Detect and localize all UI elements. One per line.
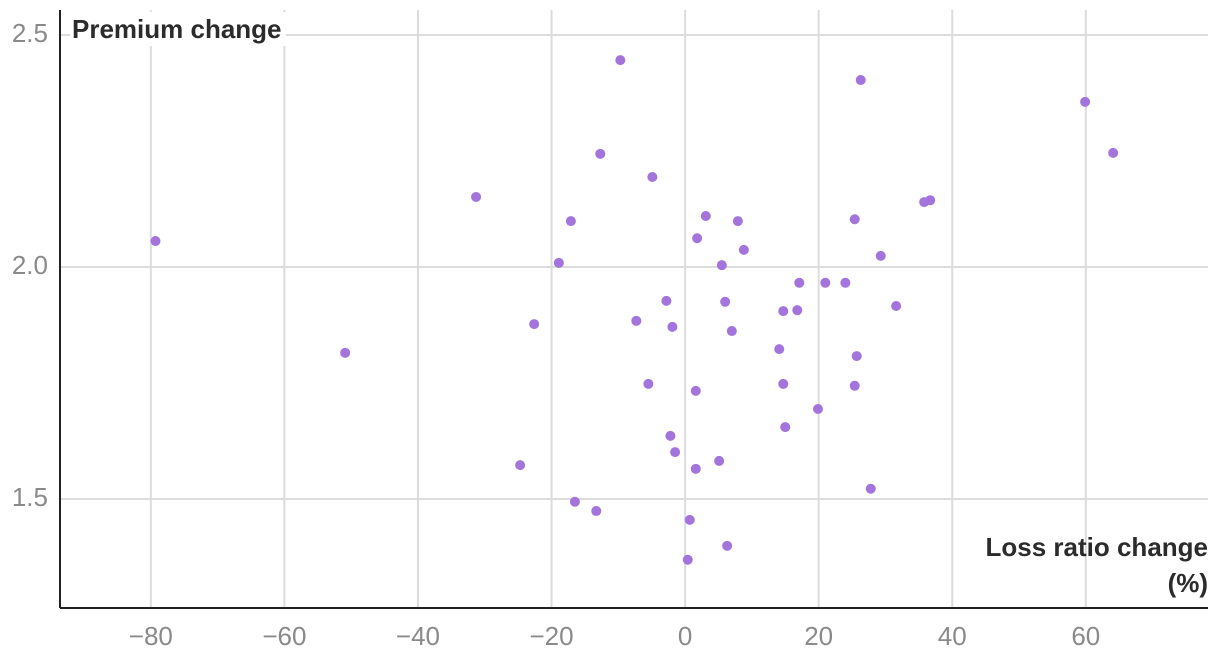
point [647,172,658,183]
point [875,250,886,261]
point [716,260,727,271]
point [1108,147,1119,158]
point [569,496,580,507]
point [615,55,626,66]
x-axis-label: Loss ratio change [986,532,1209,562]
point [670,447,681,458]
point [690,385,701,396]
x-tick-label: −80 [129,621,173,651]
point [812,403,823,414]
point [840,277,851,288]
point [891,300,902,311]
point [700,210,711,221]
point [515,460,526,471]
y-tick-label: 2.0 [12,250,48,280]
point [471,191,482,202]
point [778,378,789,389]
point [774,344,785,355]
point [820,277,831,288]
point [726,326,737,337]
y-axis-label: Premium change [72,14,282,44]
point [690,463,701,474]
point [684,514,695,525]
point [925,195,936,206]
point [667,321,678,332]
point [591,506,602,517]
point [150,236,161,247]
point [851,351,862,362]
point [643,378,654,389]
x-tick-label: 20 [804,621,833,651]
point [865,483,876,494]
point [692,233,703,244]
label-bg [70,12,286,46]
point [855,75,866,86]
point [780,422,791,433]
point [849,214,860,225]
point [631,315,642,326]
point [340,347,351,358]
point [529,319,540,330]
point [722,540,733,551]
point [665,430,676,441]
point [738,244,749,255]
point [661,295,672,306]
x-tick-label: 40 [938,621,967,651]
point [794,277,805,288]
x-tick-label: 0 [678,621,692,651]
point [1080,96,1091,107]
x-tick-label: −40 [396,621,440,651]
y-tick-label: 1.5 [12,482,48,512]
x-tick-label: −60 [262,621,306,651]
point [565,216,576,227]
point [732,216,743,227]
point [553,257,564,268]
point [849,380,860,391]
point [778,306,789,317]
point [682,554,693,565]
point [720,296,731,307]
x-tick-label: 60 [1071,621,1100,651]
point [792,305,803,316]
point [714,455,725,466]
x-axis-label: (%) [1168,568,1208,598]
y-tick-label: 2.5 [12,18,48,48]
x-tick-label: −20 [529,621,573,651]
point [595,148,606,159]
